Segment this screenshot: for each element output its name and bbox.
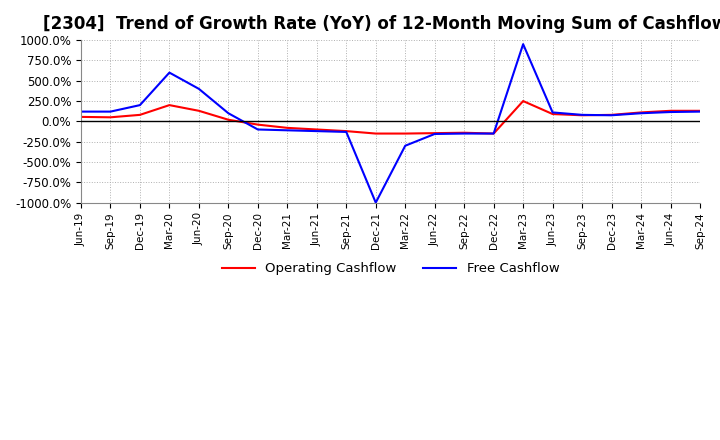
Free Cashflow — [607, 113, 616, 118]
Operating Cashflow — [224, 117, 233, 122]
Operating Cashflow — [549, 111, 557, 117]
Operating Cashflow — [106, 115, 114, 120]
Free Cashflow — [312, 128, 321, 134]
Legend: Operating Cashflow, Free Cashflow: Operating Cashflow, Free Cashflow — [217, 257, 564, 281]
Free Cashflow — [490, 131, 498, 136]
Operating Cashflow — [696, 108, 704, 114]
Operating Cashflow — [401, 131, 410, 136]
Free Cashflow — [431, 131, 439, 136]
Free Cashflow — [194, 86, 203, 92]
Operating Cashflow — [165, 103, 174, 108]
Free Cashflow — [519, 41, 528, 47]
Free Cashflow — [342, 129, 351, 135]
Free Cashflow — [253, 127, 262, 132]
Operating Cashflow — [76, 114, 85, 120]
Free Cashflow — [76, 109, 85, 114]
Free Cashflow — [696, 109, 704, 114]
Operating Cashflow — [460, 130, 469, 136]
Free Cashflow — [224, 110, 233, 116]
Line: Operating Cashflow: Operating Cashflow — [81, 101, 700, 134]
Free Cashflow — [135, 103, 144, 108]
Operating Cashflow — [577, 113, 586, 118]
Operating Cashflow — [607, 112, 616, 117]
Operating Cashflow — [283, 125, 292, 131]
Line: Free Cashflow: Free Cashflow — [81, 44, 700, 203]
Free Cashflow — [636, 110, 645, 116]
Free Cashflow — [165, 70, 174, 75]
Operating Cashflow — [135, 112, 144, 117]
Operating Cashflow — [312, 127, 321, 132]
Operating Cashflow — [636, 110, 645, 115]
Free Cashflow — [549, 110, 557, 115]
Free Cashflow — [372, 200, 380, 205]
Free Cashflow — [106, 109, 114, 114]
Title: [2304]  Trend of Growth Rate (YoY) of 12-Month Moving Sum of Cashflows: [2304] Trend of Growth Rate (YoY) of 12-… — [43, 15, 720, 33]
Free Cashflow — [577, 112, 586, 117]
Free Cashflow — [283, 128, 292, 133]
Free Cashflow — [666, 110, 675, 115]
Operating Cashflow — [431, 131, 439, 136]
Free Cashflow — [401, 143, 410, 148]
Operating Cashflow — [253, 122, 262, 127]
Operating Cashflow — [342, 128, 351, 134]
Operating Cashflow — [194, 108, 203, 114]
Operating Cashflow — [490, 131, 498, 136]
Free Cashflow — [460, 131, 469, 136]
Operating Cashflow — [666, 108, 675, 114]
Operating Cashflow — [519, 99, 528, 104]
Operating Cashflow — [372, 131, 380, 136]
